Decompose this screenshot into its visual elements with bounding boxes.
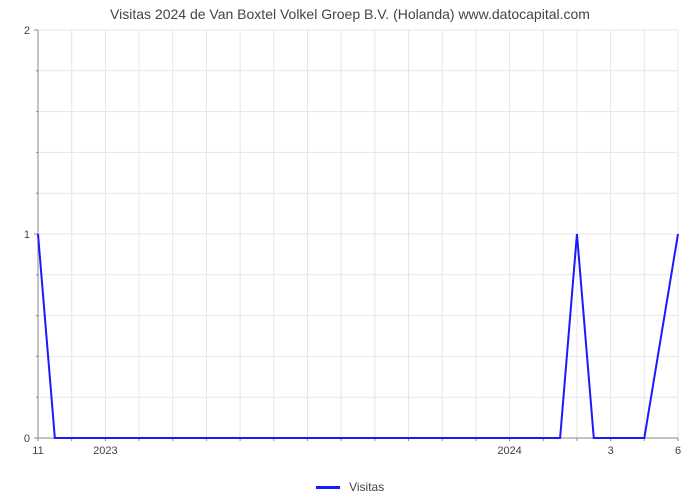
svg-text:2023: 2023 [93, 445, 117, 457]
svg-text:1: 1 [24, 229, 30, 241]
svg-text:0: 0 [24, 433, 30, 445]
legend-label: Visitas [349, 480, 384, 494]
svg-text:2: 2 [24, 25, 30, 37]
svg-text:3: 3 [608, 445, 614, 457]
legend-swatch [316, 486, 340, 489]
legend: Visitas [0, 480, 700, 494]
svg-text:6: 6 [675, 445, 681, 457]
chart-title: Visitas 2024 de Van Boxtel Volkel Groep … [0, 6, 700, 22]
chart-container: Visitas 2024 de Van Boxtel Volkel Groep … [0, 0, 700, 500]
svg-text:2024: 2024 [497, 445, 521, 457]
svg-text:11: 11 [32, 445, 43, 457]
line-chart: 012112023202436 [38, 30, 678, 438]
